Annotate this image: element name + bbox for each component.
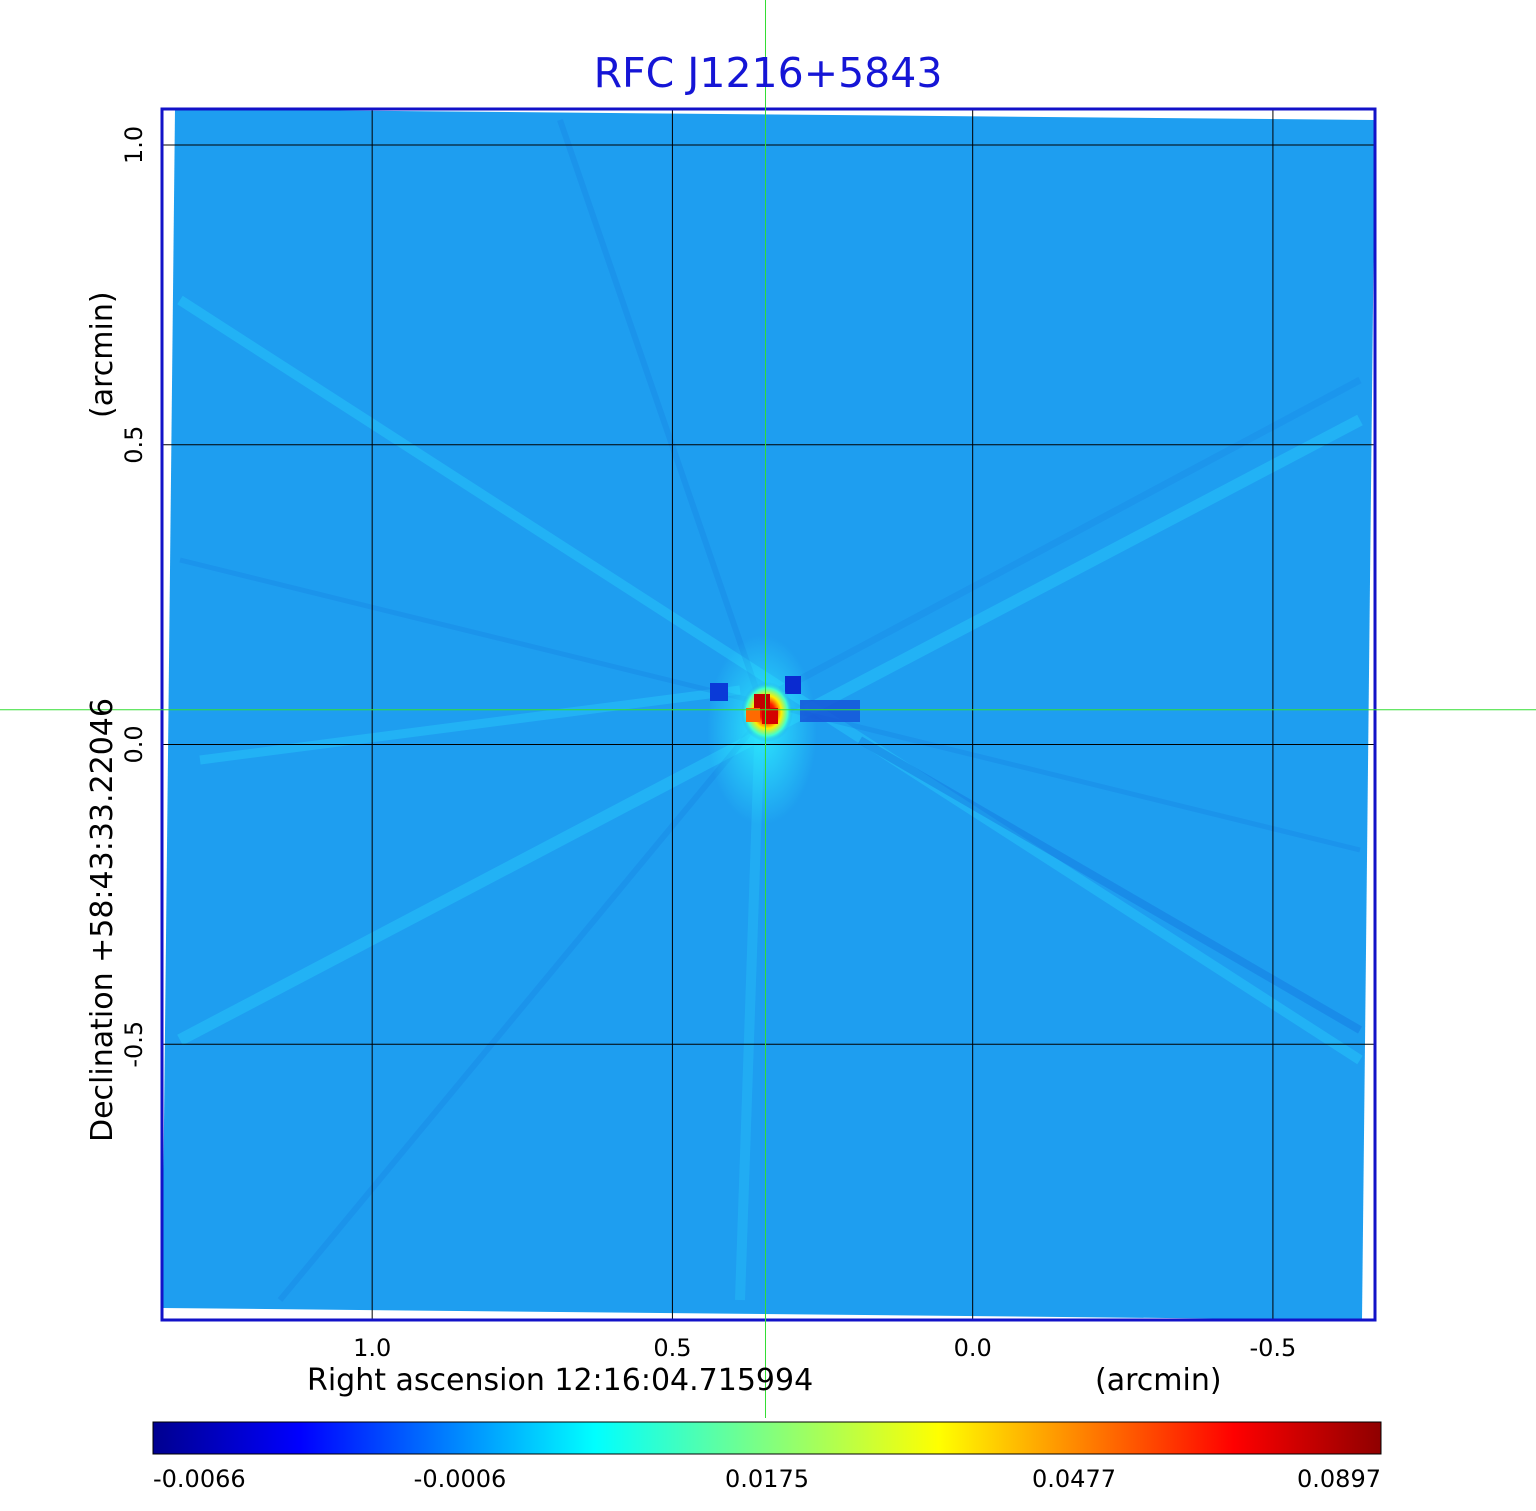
x-tick-label-3: -0.5 bbox=[1250, 1334, 1297, 1362]
x-axis-unit: (arcmin) bbox=[1095, 1363, 1222, 1398]
x-tick-label-2: 0.0 bbox=[954, 1334, 992, 1362]
x-tick-label-0: 1.0 bbox=[353, 1334, 391, 1362]
x-axis-label: Right ascension 12:16:04.715994 bbox=[307, 1363, 813, 1398]
colorbar-tick-label-0: -0.0066 bbox=[153, 1465, 246, 1493]
x-tick-label-1: 0.5 bbox=[653, 1334, 691, 1362]
colorbar-tick-label-4: 0.0897 bbox=[1297, 1465, 1381, 1493]
y-tick-label-1: 0.5 bbox=[120, 426, 148, 464]
colorbar: -0.0066 -0.0006 0.0175 0.0477 0.0897 bbox=[152, 1421, 1382, 1493]
image-field bbox=[162, 109, 1375, 1320]
colorbar-tick-labels: -0.0066 -0.0006 0.0175 0.0477 0.0897 bbox=[153, 1465, 1381, 1493]
y-axis-label: Declination +58:43:33.22046 bbox=[85, 698, 120, 1142]
compact-source bbox=[707, 635, 860, 825]
plot-frame bbox=[160, 107, 1377, 1322]
y-tick-label-3: -0.5 bbox=[120, 1021, 148, 1068]
y-tick-label-2: 0.0 bbox=[120, 725, 148, 763]
colorbar-tick-label-2: 0.0175 bbox=[725, 1465, 809, 1493]
colorbar-gradient bbox=[152, 1421, 1382, 1455]
x-tick-labels: 1.0 0.5 0.0 -0.5 bbox=[353, 1334, 1296, 1362]
y-axis-unit: (arcmin) bbox=[85, 291, 120, 418]
colorbar-tick-label-3: 0.0477 bbox=[1032, 1465, 1116, 1493]
crosshair bbox=[0, 0, 1536, 1418]
y-tick-labels: 1.0 0.5 0.0 -0.5 bbox=[120, 126, 148, 1068]
y-tick-label-0: 1.0 bbox=[120, 126, 148, 164]
chart-title: RFC J1216+5843 bbox=[594, 49, 943, 97]
coordinate-grid bbox=[162, 109, 1375, 1320]
colorbar-tick-label-1: -0.0006 bbox=[414, 1465, 507, 1493]
